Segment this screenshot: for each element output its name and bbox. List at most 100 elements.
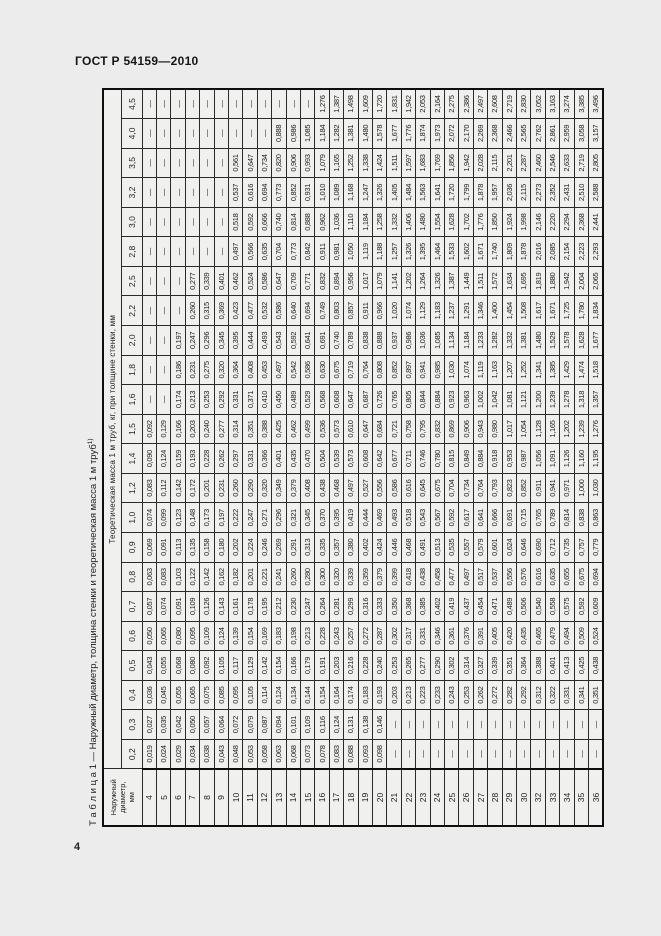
mass-value-cell: 0,956 bbox=[343, 266, 359, 296]
mass-value-cell: 0,075 bbox=[199, 680, 215, 710]
mass-value-cell: 0,558 bbox=[545, 591, 560, 622]
mass-value-cell: 2,164 bbox=[430, 89, 445, 119]
mass-value-cell: 1,518 bbox=[588, 355, 603, 385]
mass-value-cell: 1,942 bbox=[458, 148, 474, 178]
mass-value-cell: 0,537 bbox=[228, 177, 243, 208]
mass-value-cell: 0,275 bbox=[199, 355, 215, 385]
mass-value-cell: 1,085 bbox=[300, 118, 315, 149]
mass-value-cell: 0,019 bbox=[142, 739, 157, 769]
mass-value-cell: 0,793 bbox=[487, 473, 503, 503]
mass-value-cell: 0,169 bbox=[257, 621, 272, 651]
mass-value-cell: 0,148 bbox=[185, 502, 200, 533]
mass-value-cell: 0,043 bbox=[142, 650, 157, 681]
mass-value-cell: 1,291 bbox=[458, 296, 474, 326]
thickness-header-cell: 1,8 bbox=[121, 355, 142, 385]
mass-value-cell: 0,161 bbox=[228, 591, 243, 622]
mass-value-cell: 0,608 bbox=[358, 443, 373, 474]
mass-value-cell: 0,592 bbox=[444, 502, 459, 533]
dash-cell: — bbox=[170, 236, 186, 267]
mass-value-cell: 2,294 bbox=[559, 207, 575, 237]
mass-value-cell: 1,079 bbox=[314, 148, 330, 178]
dash-cell: — bbox=[516, 709, 531, 740]
mass-value-cell: 0,074 bbox=[156, 591, 171, 622]
mass-value-cell: 0,675 bbox=[329, 355, 344, 385]
mass-value-cell: 1,769 bbox=[430, 148, 445, 178]
mass-value-cell: 0,228 bbox=[314, 621, 330, 651]
thickness-header-cell: 0,4 bbox=[121, 680, 142, 710]
dash-cell: — bbox=[257, 118, 272, 149]
mass-value-cell: 0,888 bbox=[300, 207, 315, 237]
thickness-header-cell: 2,8 bbox=[121, 236, 142, 267]
mass-value-cell: 1,671 bbox=[545, 296, 560, 326]
diameter-cell: 27 bbox=[473, 769, 488, 826]
mass-value-cell: 0,265 bbox=[401, 650, 416, 681]
mass-value-cell: 2,719 bbox=[502, 89, 517, 119]
mass-value-cell: 0,504 bbox=[314, 443, 330, 474]
mass-value-cell: 2,861 bbox=[545, 118, 560, 149]
mass-value-cell: 0,281 bbox=[329, 591, 344, 622]
mass-value-cell: 0,857 bbox=[343, 296, 359, 326]
dash-cell: — bbox=[444, 709, 459, 740]
mass-value-cell: 0,437 bbox=[458, 591, 474, 622]
mass-value-cell: 0,230 bbox=[286, 591, 301, 622]
mass-value-cell: 1,163 bbox=[487, 355, 503, 385]
mass-value-cell: 0,842 bbox=[300, 236, 315, 267]
mass-value-cell: 0,144 bbox=[300, 680, 315, 710]
mass-value-cell: 1,091 bbox=[545, 443, 560, 474]
dash-cell: — bbox=[458, 739, 474, 769]
mass-value-cell: 0,085 bbox=[214, 680, 229, 710]
mass-value-cell: 1,237 bbox=[444, 296, 459, 326]
mass-value-cell: 0,931 bbox=[300, 177, 315, 208]
mass-value-cell: 0,423 bbox=[228, 296, 243, 326]
mass-value-cell: 1,454 bbox=[502, 296, 517, 326]
mass-value-cell: 0,271 bbox=[257, 502, 272, 533]
mass-value-cell: 0,064 bbox=[214, 709, 229, 740]
mass-value-cell: 0,757 bbox=[574, 532, 589, 563]
mass-value-cell: 0,083 bbox=[156, 562, 171, 592]
mass-value-cell: 1,030 bbox=[444, 355, 459, 385]
dash-cell: — bbox=[386, 739, 402, 769]
mass-value-cell: 1,074 bbox=[458, 355, 474, 385]
mass-value-cell: 1,010 bbox=[314, 177, 330, 208]
mass-value-cell: 0,655 bbox=[559, 562, 575, 592]
diameter-cell: 30 bbox=[516, 769, 531, 826]
mass-value-cell: 0,601 bbox=[487, 532, 503, 563]
mass-value-cell: 0,224 bbox=[242, 532, 258, 563]
mass-value-cell: 0,240 bbox=[199, 414, 215, 444]
mass-value-cell: 0,675 bbox=[574, 562, 589, 592]
mass-value-cell: 0,536 bbox=[314, 414, 330, 444]
thickness-header-cell: 1,2 bbox=[121, 473, 142, 503]
dash-cell: — bbox=[444, 739, 459, 769]
table-title-label: Т а б л и ц а 1 bbox=[88, 764, 100, 826]
dash-cell: — bbox=[170, 177, 186, 208]
mass-value-cell: 0,080 bbox=[185, 650, 200, 681]
mass-value-cell: 0,773 bbox=[271, 177, 287, 208]
mass-value-cell: 0,198 bbox=[286, 621, 301, 651]
mass-value-cell: 2,269 bbox=[473, 118, 488, 149]
mass-value-cell: 1,533 bbox=[444, 236, 459, 267]
dash-cell: — bbox=[199, 148, 215, 178]
diameter-cell: 28 bbox=[487, 769, 503, 826]
mass-value-cell: 0,216 bbox=[343, 650, 359, 681]
mass-value-cell: 0,299 bbox=[343, 591, 359, 622]
mass-value-cell: 0,129 bbox=[156, 414, 171, 444]
mass-value-cell: 1,258 bbox=[372, 207, 387, 237]
mass-value-cell: 0,852 bbox=[516, 473, 531, 503]
mass-value-cell: 0,815 bbox=[444, 443, 459, 474]
mass-value-cell: 1,572 bbox=[487, 266, 503, 296]
mass-value-cell: 1,628 bbox=[444, 207, 459, 237]
mass-value-cell: 0,477 bbox=[242, 296, 258, 326]
diameter-cell: 12 bbox=[257, 769, 272, 826]
diameter-cell: 18 bbox=[343, 769, 359, 826]
mass-value-cell: 0,401 bbox=[545, 650, 560, 681]
diameter-cell: 13 bbox=[271, 769, 287, 826]
table-row: 15 0,073 0,109 0,144 0,179 0,213 0,247 0,280 0,3… bbox=[300, 89, 315, 826]
diameter-cell: 33 bbox=[545, 769, 560, 826]
mass-value-cell: 0,561 bbox=[228, 148, 243, 178]
mass-value-cell: 1,799 bbox=[458, 177, 474, 208]
mass-value-cell: 0,462 bbox=[286, 414, 301, 444]
mass-value-cell: 1,128 bbox=[530, 414, 546, 444]
mass-value-cell: 0,616 bbox=[242, 177, 258, 208]
mass-value-cell: 1,511 bbox=[473, 266, 488, 296]
mass-value-cell: 2,146 bbox=[530, 207, 546, 237]
